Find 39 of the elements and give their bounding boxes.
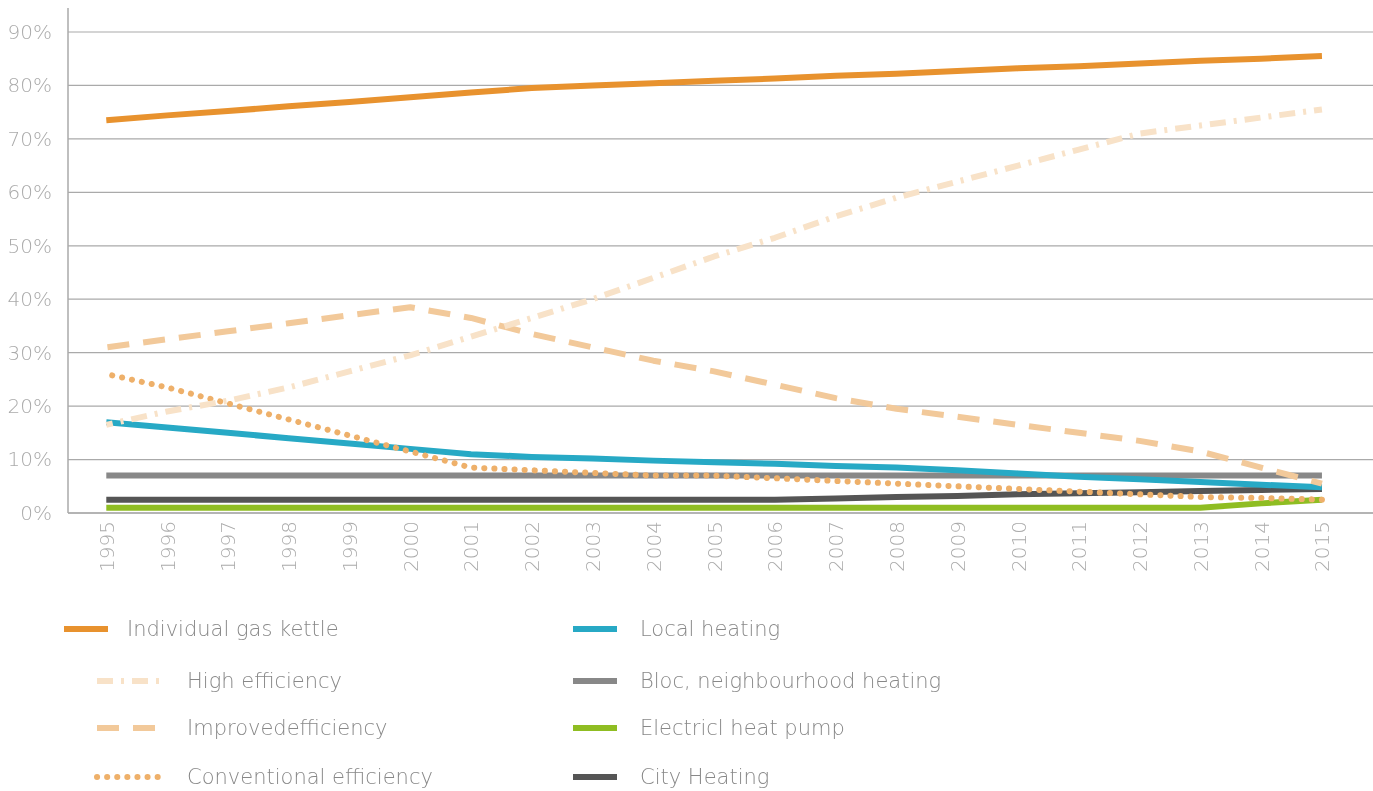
x-tick-label: 2013 (1188, 521, 1213, 572)
y-tick-label: 40% (7, 287, 52, 312)
x-tick-label: 2003 (581, 521, 606, 572)
x-tick-label: 2006 (763, 521, 788, 572)
y-tick-label: 90% (7, 19, 52, 44)
x-tick-label: 1996 (155, 521, 180, 572)
y-tick-label: 80% (7, 73, 52, 98)
y-tick-label: 50% (7, 233, 52, 258)
x-tick-label: 2005 (702, 521, 727, 572)
legend-label: Electricl heat pump (640, 716, 845, 741)
x-tick-label: 2000 (398, 521, 423, 572)
x-tick-label: 2009 (945, 521, 970, 572)
x-tick-label: 2002 (520, 521, 545, 572)
legend-label: City Heating (640, 765, 770, 790)
x-tick-label: 1998 (277, 521, 302, 572)
y-tick-label: 10% (7, 447, 52, 472)
y-tick-label: 20% (7, 394, 52, 419)
x-tick-label: 1995 (94, 521, 119, 572)
x-tick-label: 2007 (824, 521, 849, 572)
x-tick-label: 2004 (641, 521, 666, 572)
x-tick-label: 2014 (1249, 521, 1274, 572)
legend-label: High efficiency (187, 669, 343, 694)
y-tick-label: 0% (20, 500, 52, 525)
x-tick-label: 1999 (337, 521, 362, 572)
legend-label: Local heating (640, 617, 781, 642)
x-tick-label: 2015 (1310, 521, 1335, 572)
y-tick-label: 60% (7, 180, 52, 205)
y-tick-label: 70% (7, 126, 52, 151)
x-tick-label: 2008 (884, 521, 909, 572)
x-tick-label: 1997 (216, 521, 241, 572)
legend-label: Improvedefficiency (187, 716, 388, 741)
x-tick-label: 2011 (1067, 521, 1092, 572)
x-tick-label: 2012 (1128, 521, 1153, 572)
x-tick-label: 2001 (459, 521, 484, 572)
legend-label: Conventional efficiency (187, 765, 433, 790)
x-tick-label: 2010 (1006, 521, 1031, 572)
legend-label: Individual gas kettle (127, 617, 339, 642)
legend-label: Bloc, neighbourhood heating (640, 669, 942, 694)
y-tick-label: 30% (7, 340, 52, 365)
